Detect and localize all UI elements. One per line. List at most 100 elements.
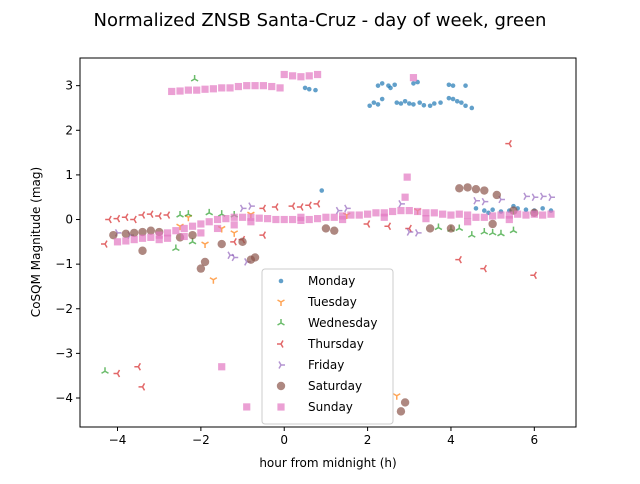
data-point-sunday xyxy=(297,213,305,221)
data-point-saturday xyxy=(109,230,118,240)
data-point-sunday xyxy=(338,215,347,224)
data-point-sunday xyxy=(389,207,397,216)
y-tick-label: 2 xyxy=(65,123,73,137)
data-point-thursday xyxy=(480,264,487,273)
data-point-wednesday xyxy=(467,231,476,238)
data-point-sunday xyxy=(247,218,255,226)
data-point-monday xyxy=(431,101,437,106)
data-point-sunday xyxy=(530,210,538,218)
data-point-thursday xyxy=(138,211,146,219)
data-point-monday xyxy=(319,188,325,193)
data-point-saturday xyxy=(330,226,339,235)
data-point-saturday xyxy=(463,183,472,192)
data-point-saturday xyxy=(400,398,410,407)
data-point-saturday xyxy=(200,257,210,267)
data-point-friday xyxy=(540,192,547,201)
data-point-wednesday xyxy=(101,367,109,374)
data-point-monday xyxy=(411,102,416,107)
data-point-saturday xyxy=(471,184,481,194)
legend-label-tuesday: Tuesday xyxy=(307,295,357,309)
data-point-sunday xyxy=(263,215,272,223)
data-point-monday xyxy=(523,207,529,213)
data-point-sunday xyxy=(409,74,418,82)
x-tick-label: 0 xyxy=(280,433,288,447)
legend: Monday Tuesday Wednesday Thursday Friday Satu… xyxy=(261,268,394,425)
data-point-sunday xyxy=(522,211,530,219)
data-point-sunday xyxy=(414,207,422,216)
data-point-monday xyxy=(463,103,468,109)
data-point-thursday xyxy=(505,139,512,148)
data-point-sunday xyxy=(113,238,122,246)
data-point-sunday xyxy=(243,82,251,90)
data-point-saturday xyxy=(138,246,147,255)
data-point-wednesday xyxy=(184,210,193,217)
data-point-friday xyxy=(473,196,480,205)
data-point-sunday xyxy=(447,211,455,219)
data-point-monday xyxy=(306,86,312,92)
legend-label-monday: Monday xyxy=(308,274,355,288)
data-point-thursday xyxy=(134,362,142,371)
data-point-thursday xyxy=(455,255,462,264)
data-point-monday xyxy=(379,96,385,102)
data-point-wednesday xyxy=(480,228,489,235)
data-point-sunday xyxy=(288,215,297,224)
data-point-sunday xyxy=(380,209,388,217)
y-axis-label: CoSQM Magnitude (mag) xyxy=(29,167,43,317)
data-point-sunday xyxy=(305,72,313,80)
y-tick-label: −3 xyxy=(55,346,73,360)
data-point-monday xyxy=(375,102,381,107)
data-point-monday xyxy=(371,100,377,105)
data-point-saturday xyxy=(129,228,139,238)
data-point-saturday xyxy=(138,227,147,237)
chart-title: Normalized ZNSB Santa-Cruz - day of week… xyxy=(94,10,547,31)
data-point-sunday xyxy=(197,229,205,237)
data-point-saturday xyxy=(425,224,435,233)
data-point-wednesday xyxy=(176,211,184,218)
data-point-monday xyxy=(375,83,381,88)
data-point-thursday xyxy=(163,211,171,219)
data-point-sunday xyxy=(213,224,222,233)
data-point-thursday xyxy=(384,222,392,231)
data-point-monday xyxy=(540,206,545,211)
data-point-saturday xyxy=(492,190,502,200)
data-point-tuesday xyxy=(209,277,218,284)
data-point-sunday xyxy=(380,213,388,221)
data-point-friday xyxy=(481,197,489,206)
legend-label-thursday: Thursday xyxy=(307,337,364,351)
data-point-sunday xyxy=(455,210,463,218)
data-point-sunday xyxy=(163,229,172,237)
data-point-saturday xyxy=(121,229,131,238)
data-point-monday xyxy=(367,103,372,109)
data-point-sunday xyxy=(480,213,488,221)
data-point-thursday xyxy=(271,203,279,211)
data-point-thursday xyxy=(288,202,296,210)
data-point-friday xyxy=(231,253,239,262)
data-point-sunday xyxy=(222,215,230,223)
data-point-sunday xyxy=(403,173,411,181)
data-point-sunday xyxy=(251,82,259,90)
data-point-tuesday xyxy=(201,241,209,249)
data-point-sunday xyxy=(168,87,176,96)
data-point-monday xyxy=(379,81,385,86)
data-point-sunday xyxy=(547,210,555,218)
legend-marker-wednesday xyxy=(277,319,285,326)
data-point-sunday xyxy=(401,193,409,201)
data-point-monday xyxy=(417,100,422,105)
legend-label-friday: Friday xyxy=(308,358,344,372)
data-point-sunday xyxy=(280,70,288,79)
legend-marker-sunday xyxy=(277,403,285,411)
data-point-sunday xyxy=(259,82,267,90)
data-point-monday xyxy=(398,101,404,106)
data-point-wednesday xyxy=(455,224,464,232)
legend-marker-tuesday xyxy=(277,299,285,306)
data-point-saturday xyxy=(146,226,156,235)
data-point-sunday xyxy=(372,209,380,217)
data-point-friday xyxy=(548,193,555,202)
data-point-thursday xyxy=(113,369,121,378)
data-point-saturday xyxy=(250,253,260,262)
data-point-thursday xyxy=(146,210,154,219)
data-point-monday xyxy=(459,100,464,105)
data-point-monday xyxy=(446,95,452,101)
data-point-sunday xyxy=(130,235,138,244)
